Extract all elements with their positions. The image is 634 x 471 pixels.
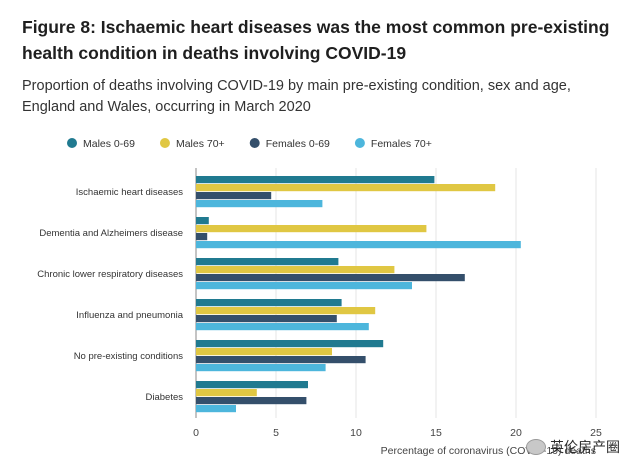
legend-marker-3 (249, 138, 260, 148)
bar-6-1 (196, 381, 308, 389)
legend-label-1: Males 0-69 (83, 138, 135, 150)
bar-6-2 (196, 389, 257, 397)
x-tick-label-5: 5 (273, 427, 279, 439)
bar-1-3 (196, 192, 272, 200)
x-tick-label-15: 15 (430, 427, 442, 439)
bar-5-2 (196, 348, 332, 356)
wechat-logo-icon (526, 439, 546, 455)
bar-5-4 (196, 364, 326, 372)
chart-title: Figure 8: Ischaemic heart diseases was t… (22, 17, 610, 63)
legend-label-2: Males 70+ (176, 138, 225, 150)
legend-marker-4 (354, 138, 365, 148)
bar-1-1 (196, 176, 435, 184)
bar-3-2 (196, 266, 395, 274)
bar-2-4 (196, 241, 521, 249)
legend-label-4: Females 70+ (371, 138, 432, 150)
x-tick-label-25: 25 (590, 427, 602, 439)
bar-2-2 (196, 225, 427, 233)
chart-subtitle: Proportion of deaths involving COVID-19 … (22, 78, 571, 115)
bar-2-3 (196, 233, 208, 241)
x-tick-label-20: 20 (510, 427, 522, 439)
bar-4-1 (196, 299, 342, 307)
legend-label-3: Females 0-69 (266, 138, 330, 150)
category-label-4: Influenza and pneumonia (76, 310, 183, 321)
bar-2-1 (196, 217, 209, 225)
bar-1-4 (196, 200, 323, 208)
category-label-1: Ischaemic heart diseases (76, 187, 183, 198)
bar-4-3 (196, 315, 337, 323)
category-label-6: Diabetes (146, 392, 184, 403)
bar-4-2 (196, 307, 376, 315)
watermark-text: 英伦房产圈 (550, 439, 620, 455)
x-tick-label-0: 0 (193, 427, 199, 439)
category-label-3: Chronic lower respiratory diseases (37, 269, 183, 280)
category-label-2: Dementia and Alzheimers disease (39, 228, 183, 239)
bar-5-3 (196, 356, 366, 364)
category-label-5: No pre-existing conditions (74, 351, 184, 362)
bar-3-4 (196, 282, 412, 290)
x-tick-label-10: 10 (350, 427, 362, 439)
legend-marker-1 (67, 138, 77, 148)
bar-1-2 (196, 184, 496, 192)
bar-6-4 (196, 405, 236, 413)
bar-5-1 (196, 340, 384, 348)
bar-3-1 (196, 258, 339, 266)
bar-4-4 (196, 323, 369, 331)
legend-marker-2 (159, 138, 170, 148)
bar-6-3 (196, 397, 307, 405)
bar-3-3 (196, 274, 465, 282)
watermark: 英伦房产圈 (526, 437, 620, 457)
